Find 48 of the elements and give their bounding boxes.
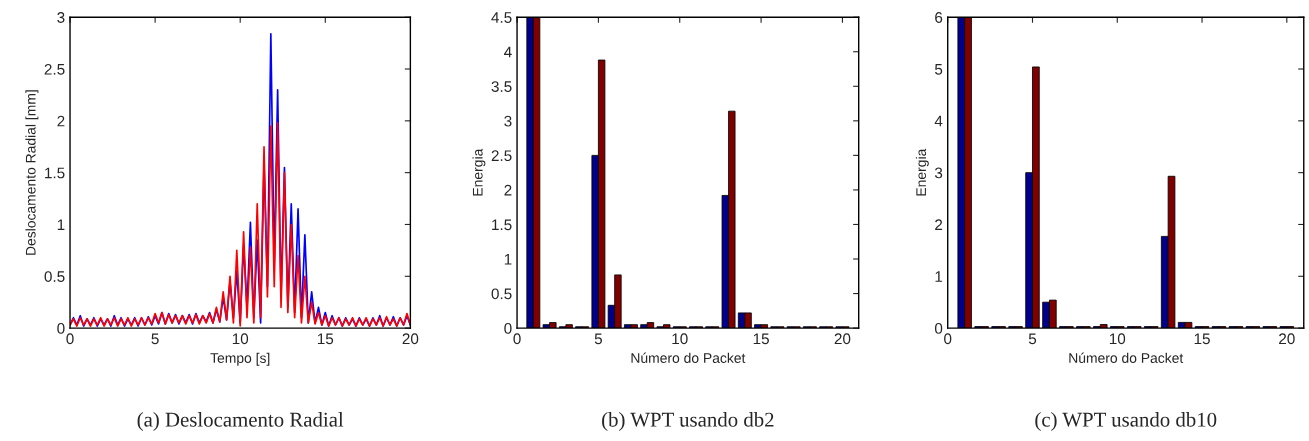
y-tick-label: 4 <box>934 115 943 127</box>
x-axis-title: Número do Packet <box>631 352 746 363</box>
y-tick-label: 4 <box>504 46 512 58</box>
y-tick-label: 1 <box>57 219 65 230</box>
y-tick-label: 0 <box>934 322 943 334</box>
x-tick-label: 15 <box>317 333 334 345</box>
y-tick-label: 3 <box>934 167 943 179</box>
x-axis-title: Tempo [s] <box>210 352 270 366</box>
x-tick-label: 20 <box>402 333 419 345</box>
x-tick-label: 10 <box>232 333 249 345</box>
y-tick-label: 3.5 <box>491 81 512 92</box>
y-tick-label: 0 <box>57 322 65 334</box>
y-tick-label: 1.5 <box>45 167 65 179</box>
x-tick-label: 0 <box>513 333 521 345</box>
y-tick-label: 1 <box>504 254 512 265</box>
y-tick-label: 6 <box>935 12 943 23</box>
x-tick-label: 10 <box>672 333 688 345</box>
y-tick-label: 0.5 <box>44 271 65 282</box>
text: (a) Deslocamento Radial <box>137 412 344 431</box>
y-tick-label: 2 <box>504 184 512 196</box>
x-tick-label: 15 <box>753 333 769 345</box>
y-tick-label: 1 <box>935 271 943 282</box>
x-tick-label: 20 <box>1279 333 1295 345</box>
x-tick-label: 0 <box>66 333 74 345</box>
y-tick-label: 1.5 <box>492 219 512 231</box>
x-tick-label: 5 <box>1028 333 1037 345</box>
y-tick-label: 2 <box>57 115 65 127</box>
x-tick-label: 20 <box>834 333 851 345</box>
y-axis-title: Deslocamento Radial [mm] <box>25 90 39 255</box>
x-tick-label: 15 <box>1194 333 1210 345</box>
y-tick-label: 3 <box>57 12 65 23</box>
y-tick-label: 2.5 <box>491 150 512 162</box>
text: (b) WPT usando db2 <box>602 412 774 431</box>
y-tick-label: 0.5 <box>491 288 512 300</box>
y-axis-title: Energia <box>472 148 486 196</box>
y-tick-label: 2 <box>935 219 943 230</box>
y-tick-label: 3 <box>504 115 512 127</box>
x-tick-label: 10 <box>1109 333 1126 345</box>
y-tick-label: 5 <box>934 64 943 75</box>
x-tick-label: 0 <box>944 333 952 345</box>
y-tick-label: 0 <box>504 322 512 334</box>
x-tick-label: 5 <box>151 333 159 345</box>
y-axis-title: Energia <box>915 148 929 196</box>
x-tick-label: 5 <box>594 333 603 345</box>
text: (c) WPT usando db10 <box>1035 412 1217 431</box>
x-axis-title: Número do Packet <box>1069 352 1184 363</box>
y-tick-label: 4.5 <box>491 12 512 23</box>
y-tick-label: 2.5 <box>44 63 65 75</box>
